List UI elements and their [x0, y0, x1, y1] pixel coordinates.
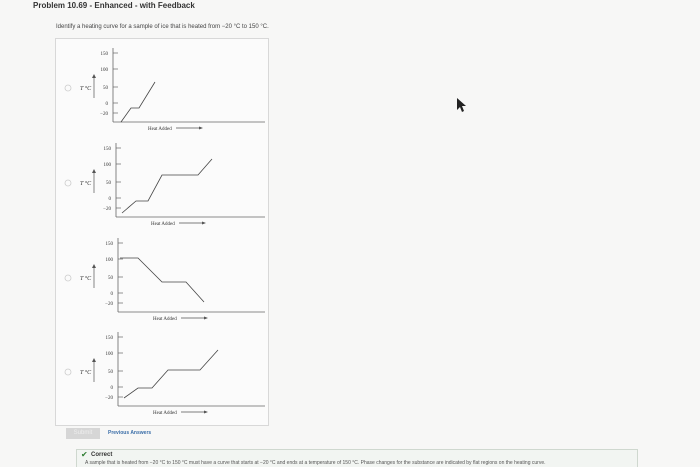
y-axis-label: T °C [80, 275, 92, 282]
arrow-head [92, 358, 96, 362]
y-tick-label: 150 [106, 242, 114, 247]
y-tick-label: −20 [105, 396, 113, 401]
arrow-head [92, 74, 96, 78]
y-tick-label: 100 [106, 258, 114, 263]
y-tick-label: 150 [104, 147, 112, 152]
y-tick-label: 0 [111, 386, 114, 391]
y-tick-label: 0 [106, 102, 109, 107]
radio-button[interactable] [64, 84, 72, 92]
y-tick-label: 100 [104, 163, 112, 168]
heating-curve [120, 257, 205, 303]
y-tick-label: −20 [100, 112, 108, 117]
radio-button[interactable] [64, 368, 72, 376]
options-panel [55, 38, 269, 426]
radio-button[interactable] [64, 274, 72, 282]
radio-button[interactable] [64, 179, 72, 187]
heating-curve [120, 81, 156, 123]
y-tick-label: 100 [106, 352, 114, 357]
y-tick-label: 150 [106, 336, 114, 341]
y-tick-label: −20 [103, 207, 111, 212]
cursor [457, 98, 466, 112]
y-axis-label: T °C [80, 369, 92, 376]
feedback-text: A sample that is heated from −20 °C to 1… [85, 460, 546, 466]
arrow-head [202, 221, 206, 225]
y-tick-label: 150 [101, 52, 109, 57]
check-icon: ✔ [81, 450, 88, 459]
problem-title: Problem 10.69 - Enhanced - with Feedback [33, 1, 195, 10]
y-tick-label: 50 [106, 181, 112, 186]
y-tick-label: 0 [109, 197, 112, 202]
arrow-head [92, 169, 96, 173]
arrow-head [92, 264, 96, 268]
x-axis-label: Heat Added [153, 411, 177, 416]
heating-curve [123, 349, 219, 399]
arrow-head [204, 410, 208, 414]
y-tick-label: 0 [111, 292, 114, 297]
feedback-box: ✔ Correct A sample that is heated from −… [76, 449, 638, 467]
y-tick-label: 50 [103, 86, 109, 91]
y-tick-label: 50 [108, 370, 114, 375]
heating-curve [121, 158, 213, 214]
y-tick-label: 50 [108, 276, 114, 281]
y-axis-label: T °C [80, 85, 92, 92]
question: Identify a heating curve for a sample of… [56, 24, 269, 30]
submit-button[interactable]: Submit [66, 428, 100, 439]
previous-answers-link[interactable]: Previous Answers [108, 430, 152, 436]
y-axis-label: T °C [80, 180, 92, 187]
x-axis-label: Heat Added [151, 222, 175, 227]
feedback-status: Correct [91, 452, 113, 458]
arrow-head [199, 126, 203, 130]
y-tick-label: 100 [101, 68, 109, 73]
arrow-head [204, 316, 208, 320]
y-tick-label: −20 [105, 302, 113, 307]
x-axis-label: Heat Added [148, 127, 172, 132]
x-axis-label: Heat Added [153, 317, 177, 322]
